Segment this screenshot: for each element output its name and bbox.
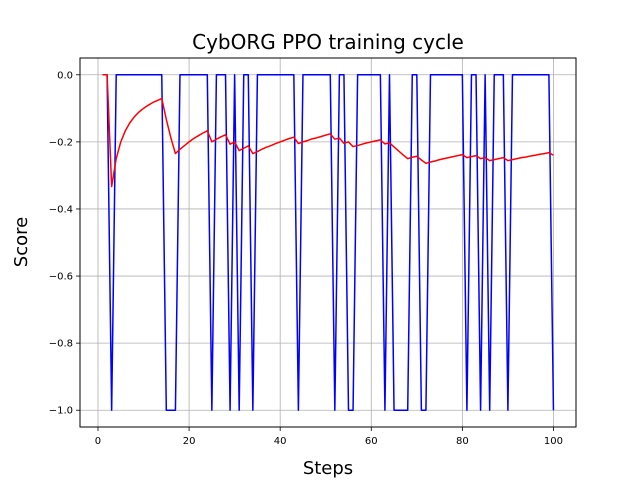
x-axis: 0 20 40 60 80 100 bbox=[95, 427, 563, 447]
x-tick-label: 60 bbox=[365, 436, 378, 447]
chart-title: CybORG PPO training cycle bbox=[192, 30, 464, 54]
y-tick-label: 0.0 bbox=[57, 70, 73, 81]
grid bbox=[80, 58, 576, 427]
y-axis: 0.0 −0.2 −0.4 −0.6 −0.8 −1.0 bbox=[49, 70, 80, 417]
series-layer bbox=[102, 74, 555, 411]
series-line-1 bbox=[102, 74, 555, 411]
x-tick-label: 0 bbox=[95, 436, 101, 447]
x-tick-label: 20 bbox=[183, 436, 196, 447]
y-tick-label: −1.0 bbox=[49, 406, 73, 417]
y-tick-label: −0.4 bbox=[49, 204, 73, 215]
y-tick-label: −0.8 bbox=[49, 339, 73, 350]
x-tick-label: 100 bbox=[544, 436, 563, 447]
x-tick-label: 40 bbox=[274, 436, 287, 447]
y-tick-label: −0.2 bbox=[49, 137, 73, 148]
y-tick-label: −0.6 bbox=[49, 272, 73, 283]
series-line-2 bbox=[102, 74, 554, 188]
y-axis-label: Score bbox=[11, 217, 32, 267]
plot-area-frame bbox=[79, 57, 577, 428]
x-tick-label: 80 bbox=[456, 436, 469, 447]
x-axis-label: Steps bbox=[303, 458, 353, 479]
